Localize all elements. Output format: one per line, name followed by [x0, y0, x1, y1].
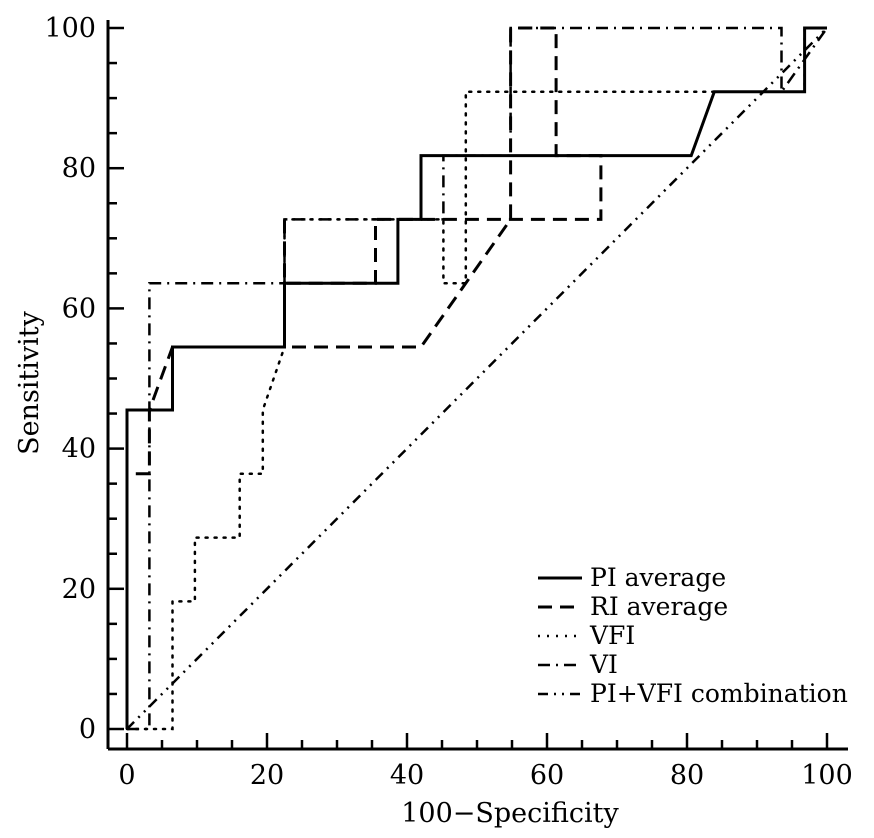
x-tick-label: 60	[530, 760, 564, 791]
axes: 0 20 40 60 80 100 0 20 40 60 80 100	[44, 13, 852, 791]
x-tick-label: 40	[390, 760, 424, 791]
legend-label-vi: VI	[589, 650, 618, 679]
series-line-ri-average	[125, 26, 603, 729]
legend-label-ri-average: RI average	[590, 592, 728, 621]
legend-label-pi-vfi-combination: PI+VFI combination	[590, 679, 848, 708]
legend-label-pi-average: PI average	[590, 563, 726, 592]
x-tick-label: 20	[250, 760, 284, 791]
y-tick-label: 40	[62, 434, 96, 465]
x-tick-label: 80	[670, 760, 704, 791]
x-tick-label: 0	[118, 760, 135, 791]
legend-label-vfi: VFI	[589, 621, 635, 650]
series-line-vi	[127, 26, 829, 731]
x-axis-title: 100−Specificity	[401, 798, 619, 829]
series-layer	[125, 26, 829, 731]
y-tick-label: 80	[62, 153, 96, 184]
y-tick-label: 100	[44, 13, 96, 44]
y-axis-title: Sensitivity	[14, 310, 45, 455]
series-line-pi-average	[125, 26, 827, 729]
series-line-vfi	[125, 26, 829, 731]
series-line-pi-vfi-combination	[126, 27, 828, 730]
y-tick-label: 60	[62, 293, 96, 324]
y-tick-label: 0	[79, 714, 96, 745]
y-tick-label: 20	[62, 574, 96, 605]
x-tick-label: 100	[801, 760, 853, 791]
